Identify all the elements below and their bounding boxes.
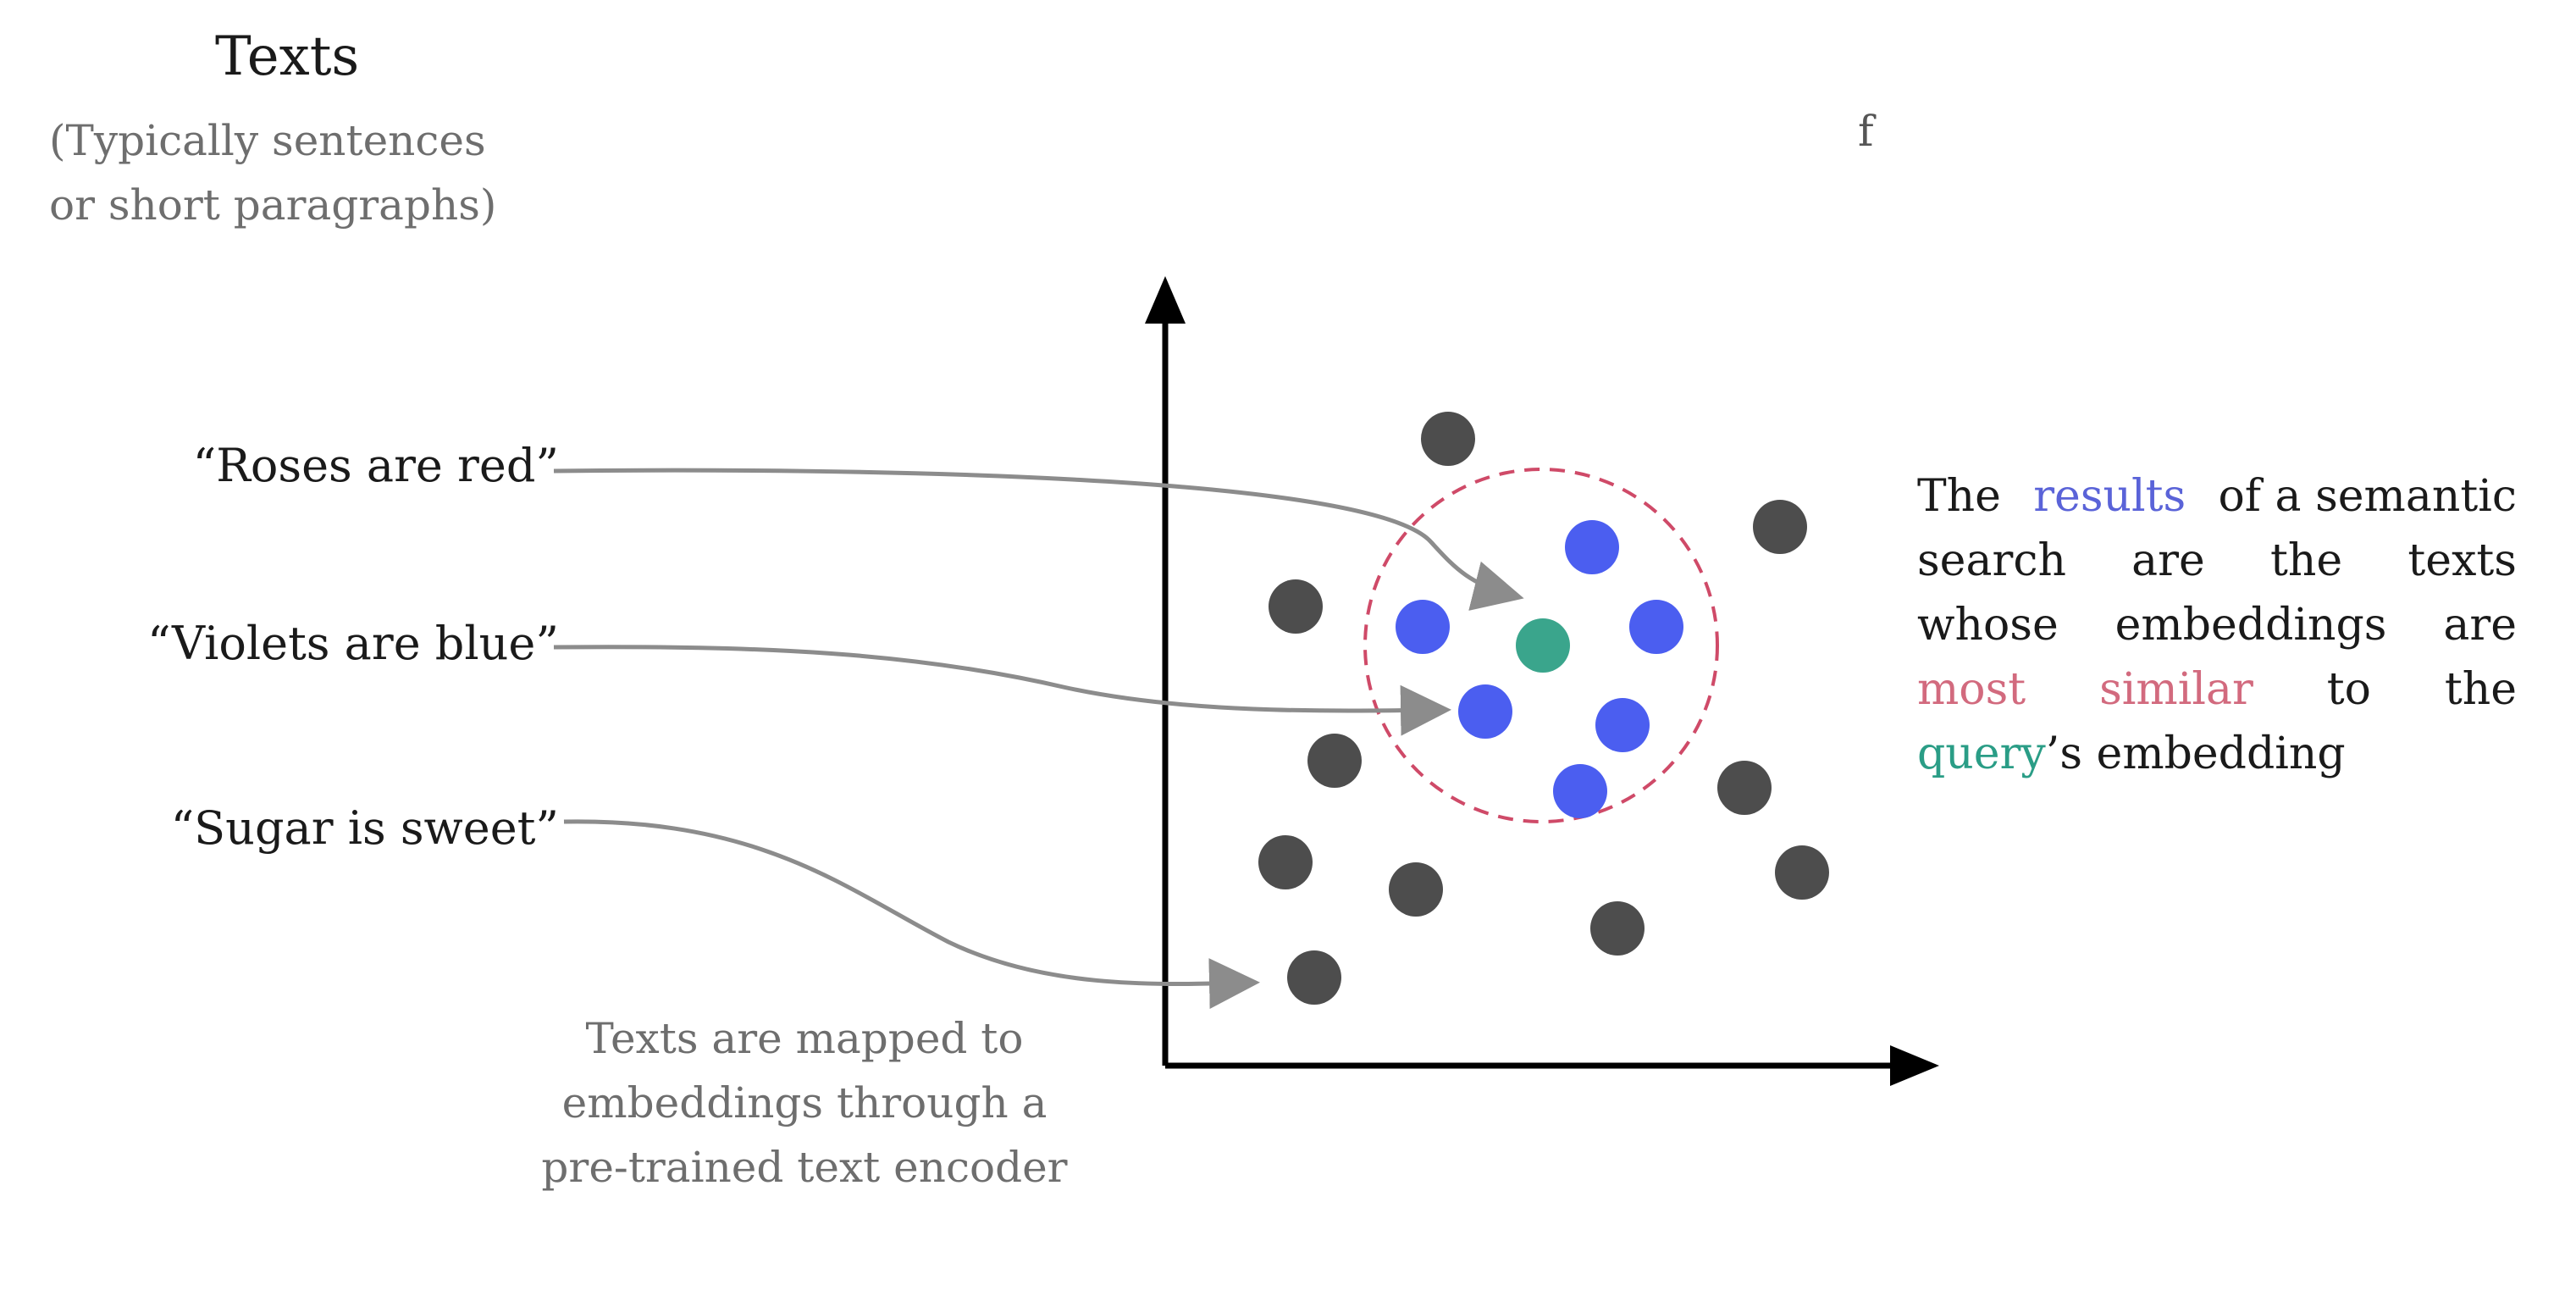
y-axis-arrowhead [1145, 276, 1186, 324]
explanation-word: search [1917, 535, 2066, 586]
texts-subtitle-line: or short paragraphs) [49, 180, 497, 230]
example-text-violets: “Violets are blue” [146, 617, 559, 670]
query-embedding-point [1516, 618, 1570, 673]
mapping-arrows [553, 468, 1524, 1010]
caption-line: embeddings through a [561, 1078, 1048, 1127]
similar-embedding-point [1396, 600, 1450, 654]
embedding-point [1258, 835, 1313, 889]
explanation-line: whose embeddings are [1917, 593, 2517, 657]
explanation-word: are [2131, 535, 2205, 586]
explanation-word: of a semantic [2218, 471, 2517, 522]
embedding-point [1421, 412, 1475, 466]
caption-line: pre-trained text encoder [541, 1143, 1068, 1192]
embedding-point [1753, 500, 1807, 554]
texts-subtitle: (Typically sentences or short paragraphs… [49, 108, 496, 237]
explanation-word: The [1917, 471, 2001, 522]
arrow-roses [553, 468, 1524, 611]
query-highlight: query [1917, 729, 2046, 779]
similar-highlight: similar [2099, 664, 2253, 715]
explanation-line: search are the texts [1917, 529, 2517, 593]
arrow-violets [553, 645, 1451, 736]
stray-label: f [1858, 107, 1874, 156]
similar-embedding-point [1595, 698, 1650, 752]
explanation-word: the [2444, 664, 2517, 715]
embedding-point [1775, 845, 1829, 900]
similarity-circle [1363, 468, 1719, 823]
similar-embedding-point [1565, 520, 1619, 574]
texts-subtitle-line: (Typically sentences [49, 116, 486, 165]
background-points [1258, 412, 1829, 1005]
explanation-word: embeddings [2114, 600, 2387, 651]
explanation-word: are [2443, 600, 2517, 651]
explanation-line: The results of a semantic [1917, 464, 2517, 529]
embedding-point [1287, 950, 1341, 1005]
results-highlight: results [2033, 471, 2186, 522]
arrow-sugar [563, 819, 1260, 1010]
explanation-word: whose [1917, 600, 2059, 651]
similar-embedding-point [1458, 684, 1512, 739]
encoder-caption: Texts are mapped to embeddings through a… [508, 1006, 1101, 1199]
embedding-point [1590, 901, 1645, 956]
similar-points [1396, 520, 1683, 818]
example-text-roses: “Roses are red” [192, 439, 559, 492]
similar-embedding-point [1629, 600, 1683, 654]
embedding-point [1389, 862, 1443, 917]
embedding-point [1269, 579, 1323, 634]
most-highlight: most [1917, 664, 2026, 715]
similar-embedding-point [1553, 764, 1607, 818]
explanation-word: the [2270, 535, 2343, 586]
explanation-line: most similar to the [1917, 657, 2517, 722]
x-axis-arrowhead [1890, 1045, 1939, 1086]
example-text-sugar: “Sugar is sweet” [170, 801, 559, 855]
embedding-point [1717, 761, 1772, 815]
axes [1145, 276, 1939, 1086]
semantic-search-explanation: The results of a semantic search are the… [1917, 464, 2517, 786]
explanation-word: ’s embedding [2045, 729, 2346, 779]
caption-line: Texts are mapped to [585, 1014, 1024, 1063]
explanation-line: query’s embedding [1917, 722, 2517, 786]
texts-heading: Texts [215, 25, 360, 88]
explanation-word: texts [2407, 535, 2517, 586]
explanation-word: to [2326, 664, 2371, 715]
embedding-point [1307, 734, 1362, 788]
